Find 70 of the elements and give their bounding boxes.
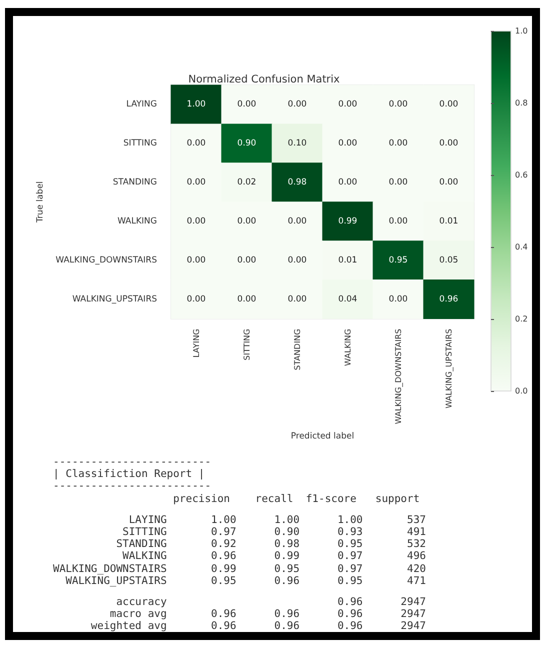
data-label: 0.00 bbox=[439, 138, 458, 148]
data-label: 0.00 bbox=[388, 138, 408, 148]
data-label: 0.96 bbox=[439, 294, 458, 304]
x-tick-label: WALKING_UPSTAIRS bbox=[444, 328, 454, 408]
x-tick-label: WALKING_DOWNSTAIRS bbox=[394, 328, 403, 424]
data-label: 0.95 bbox=[388, 255, 408, 266]
data-label: 0.00 bbox=[338, 138, 358, 148]
data-label: 0.00 bbox=[288, 216, 307, 226]
data-label: 0.04 bbox=[338, 294, 358, 304]
data-label: 0.00 bbox=[288, 255, 307, 266]
data-label: 0.00 bbox=[186, 216, 206, 226]
data-label: 0.00 bbox=[388, 177, 408, 188]
data-label: 0.90 bbox=[237, 138, 256, 148]
text: WALKING_UPSTAIRS 0.95 0.96 0.95 471 bbox=[64, 574, 427, 588]
data-label: 0.01 bbox=[338, 255, 358, 266]
text: WALKING 0.96 0.99 0.97 496 bbox=[122, 550, 427, 563]
color-bar-label: 1.0 bbox=[515, 26, 528, 36]
y-tick-label: LAYING bbox=[126, 99, 157, 110]
data-label: 0.00 bbox=[186, 177, 206, 188]
data-label: 0.00 bbox=[388, 294, 408, 304]
data-label: 0.10 bbox=[288, 138, 307, 148]
data-label: 0.00 bbox=[237, 294, 256, 304]
text: SITTING 0.97 0.90 0.93 491 bbox=[122, 526, 427, 538]
chart-title: Normalized Confusion Matrix bbox=[188, 74, 340, 86]
color-bar-label: 0.6 bbox=[515, 170, 528, 180]
data-label: 0.00 bbox=[186, 138, 206, 148]
data-label: 0.00 bbox=[186, 255, 206, 266]
text: accuracy 0.96 2947 bbox=[115, 596, 427, 608]
text: LAYING 1.00 1.00 1.00 537 bbox=[128, 514, 427, 526]
text: WALKING_DOWNSTAIRS 0.99 0.95 0.97 420 bbox=[53, 562, 427, 575]
x-tick-label: LAYING bbox=[192, 328, 201, 358]
color-bar-label: 0.4 bbox=[515, 242, 528, 252]
text: | Classifiction Report | bbox=[53, 468, 206, 480]
text: weighted avg 0.96 0.96 0.96 2947 bbox=[90, 620, 427, 633]
color-bar-label: 0.2 bbox=[515, 314, 528, 324]
data-label: 0.05 bbox=[439, 255, 458, 266]
data-label: 0.00 bbox=[186, 294, 206, 304]
data-label: 0.00 bbox=[237, 99, 256, 110]
data-label: 0.00 bbox=[439, 177, 458, 188]
x-tick-label: WALKING bbox=[343, 328, 352, 366]
text: ------------------------- bbox=[53, 480, 212, 493]
text: ------------------------- bbox=[53, 456, 212, 468]
x-tick-label: SITTING bbox=[242, 328, 252, 360]
text: precision recall f1-score support bbox=[172, 492, 421, 505]
x-axis-title: Predicted label bbox=[290, 432, 354, 442]
data-label: 0.00 bbox=[288, 294, 307, 304]
data-label: 0.00 bbox=[237, 216, 256, 226]
data-label: 0.98 bbox=[288, 177, 307, 188]
y-tick-label: WALKING bbox=[117, 216, 157, 226]
color-bar-label: 0.0 bbox=[515, 386, 528, 396]
data-label: 0.00 bbox=[439, 99, 458, 110]
data-label: 0.01 bbox=[439, 216, 458, 226]
data-label: 0.00 bbox=[388, 216, 408, 226]
data-label: 0.99 bbox=[338, 216, 358, 226]
y-tick-label: SITTING bbox=[123, 138, 157, 148]
y-tick-label: WALKING_UPSTAIRS bbox=[72, 294, 157, 304]
y-tick-label: WALKING_DOWNSTAIRS bbox=[56, 255, 157, 266]
color-bar-label: 0.8 bbox=[515, 98, 528, 108]
x-tick-label: STANDING bbox=[292, 328, 302, 370]
text: STANDING 0.92 0.98 0.95 532 bbox=[115, 538, 427, 550]
data-label: 0.00 bbox=[388, 99, 408, 110]
text: macro avg 0.96 0.96 0.96 2947 bbox=[108, 608, 427, 620]
data-label: 0.02 bbox=[237, 177, 256, 188]
data-label: 0.00 bbox=[237, 255, 256, 266]
y-tick-label: STANDING bbox=[112, 177, 157, 188]
data-label: 1.00 bbox=[186, 99, 206, 110]
data-label: 0.00 bbox=[338, 177, 358, 188]
y-axis-title: True label bbox=[35, 181, 46, 224]
data-label: 0.00 bbox=[288, 99, 307, 110]
data-label: 0.00 bbox=[338, 99, 358, 110]
